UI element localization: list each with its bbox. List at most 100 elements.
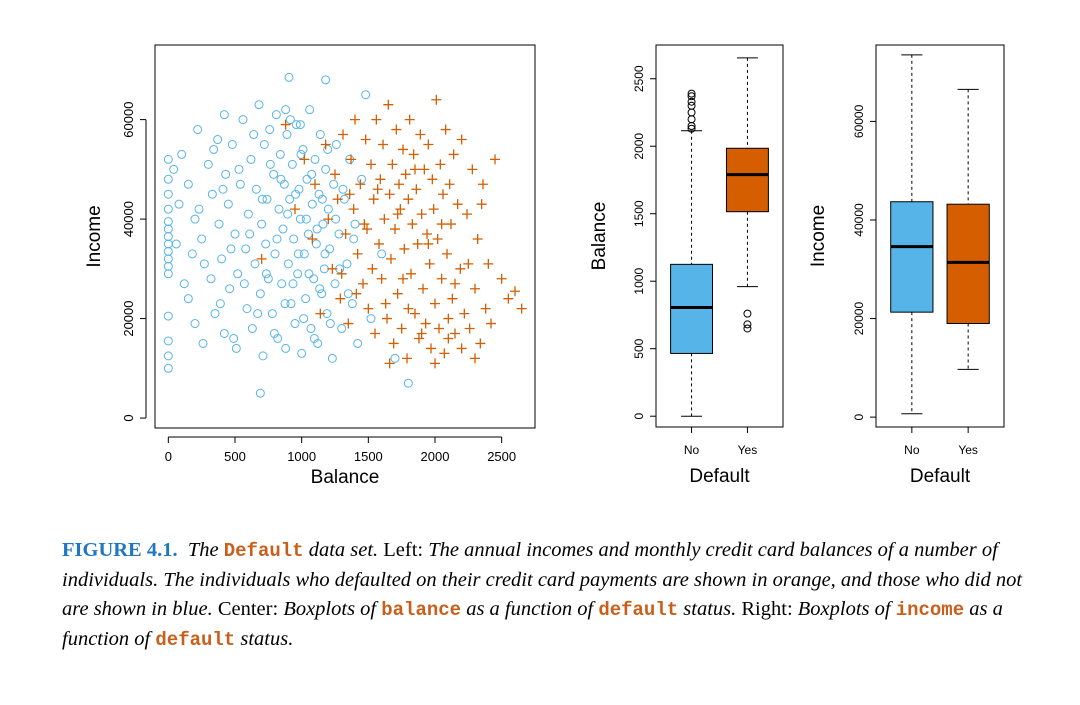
data-point-default xyxy=(384,189,395,200)
data-point-no-default xyxy=(307,169,317,179)
data-point-no-default xyxy=(197,234,207,244)
data-point-no-default xyxy=(242,304,252,314)
data-point-no-default xyxy=(203,159,213,169)
data-point-no-default xyxy=(246,154,256,164)
y-tick-label: 20000 xyxy=(852,302,866,336)
data-point-default xyxy=(443,313,454,324)
data-point-default xyxy=(510,286,520,297)
data-point-no-default xyxy=(233,269,243,279)
figure-label: FIGURE 4.1. xyxy=(62,539,178,561)
data-point-no-default xyxy=(317,194,327,204)
data-point-no-default xyxy=(285,115,295,125)
data-point-no-default xyxy=(287,159,297,169)
data-point-no-default xyxy=(261,239,271,249)
x-tick-label: 2500 xyxy=(487,449,516,464)
data-point-no-default xyxy=(174,199,184,209)
data-point-no-default xyxy=(271,110,281,120)
data-point-no-default xyxy=(235,179,245,189)
data-point-default xyxy=(406,268,416,279)
data-point-default xyxy=(359,219,370,230)
data-point-default xyxy=(422,229,432,240)
data-point-no-default xyxy=(255,388,265,398)
data-point-default xyxy=(456,134,467,145)
data-point-no-default xyxy=(403,378,413,388)
data-point-no-default xyxy=(301,294,311,304)
data-point-no-default xyxy=(315,130,325,140)
data-point-no-default xyxy=(293,249,303,259)
data-point-no-default xyxy=(286,299,296,309)
data-point-no-default xyxy=(231,343,241,353)
data-point-no-default xyxy=(163,154,173,164)
data-point-default xyxy=(290,204,300,215)
data-point-default xyxy=(430,358,440,369)
data-point-no-default xyxy=(275,149,285,159)
data-point-no-default xyxy=(223,199,233,209)
data-point-no-default xyxy=(327,353,337,363)
y-axis-title: Income xyxy=(808,205,829,267)
data-point-no-default xyxy=(302,174,312,184)
data-point-default xyxy=(447,293,458,304)
data-point-no-default xyxy=(337,324,347,334)
data-point-default xyxy=(360,134,371,145)
data-point-default xyxy=(366,159,376,170)
x-tick-label: 1000 xyxy=(287,449,316,464)
data-point-default xyxy=(386,253,396,264)
data-point-no-default xyxy=(283,209,293,219)
data-point-no-default xyxy=(357,174,367,184)
data-point-no-default xyxy=(227,139,237,149)
data-point-no-default xyxy=(267,309,277,319)
caption-code: income xyxy=(895,599,965,621)
data-point-no-default xyxy=(215,299,225,309)
box-yes xyxy=(725,147,769,213)
data-point-default xyxy=(430,298,440,309)
data-point-no-default xyxy=(331,139,341,149)
data-point-no-default xyxy=(278,224,288,234)
data-point-default xyxy=(392,209,403,220)
x-tick-label: No xyxy=(904,443,920,457)
data-point-no-default xyxy=(255,289,265,299)
data-point-default xyxy=(470,353,480,364)
data-point-default xyxy=(383,99,394,110)
data-point-no-default xyxy=(199,259,209,269)
data-point-default xyxy=(490,154,500,165)
data-point-default xyxy=(320,139,331,150)
data-point-no-default xyxy=(163,269,173,279)
x-axis-title: Default xyxy=(910,466,971,487)
data-point-default xyxy=(398,273,408,284)
data-point-no-default xyxy=(229,333,239,343)
y-axis-title: Balance xyxy=(589,202,610,271)
data-point-default xyxy=(431,94,442,105)
data-point-default xyxy=(436,273,447,284)
data-point-no-default xyxy=(288,279,298,289)
data-point-no-default xyxy=(284,72,294,82)
data-point-no-default xyxy=(314,189,324,199)
data-point-no-default xyxy=(277,279,287,289)
data-point-default xyxy=(427,174,438,185)
scatter-panel: 0 500 1000 1500 2000 2500 Balance 0 20000 40000 60… xyxy=(84,44,536,488)
data-point-default xyxy=(343,318,354,329)
data-point-default xyxy=(420,318,431,329)
data-point-default xyxy=(382,313,392,324)
data-point-no-default xyxy=(320,249,330,259)
data-point-default xyxy=(450,328,460,339)
data-point-no-default xyxy=(198,338,208,348)
outlier-point xyxy=(687,108,696,117)
figure-caption: FIGURE 4.1. The Default data set. Left: … xyxy=(62,536,1032,655)
data-point-default xyxy=(475,338,486,349)
data-point-no-default xyxy=(163,232,173,241)
outlier-point xyxy=(743,324,752,333)
data-point-no-default xyxy=(321,164,331,174)
data-point-no-default xyxy=(299,314,309,324)
data-point-default xyxy=(280,119,291,130)
data-point-default xyxy=(480,303,491,314)
data-point-no-default xyxy=(307,199,317,209)
data-point-no-default xyxy=(310,154,320,164)
data-point-no-default xyxy=(297,348,307,358)
data-point-no-default xyxy=(177,149,187,159)
y-tick-label: 40000 xyxy=(852,203,866,237)
data-point-default xyxy=(443,333,454,344)
plot-frame xyxy=(154,44,536,429)
y-tick-label: 0 xyxy=(632,413,646,420)
data-point-no-default xyxy=(321,75,331,85)
data-point-no-default xyxy=(312,224,322,234)
